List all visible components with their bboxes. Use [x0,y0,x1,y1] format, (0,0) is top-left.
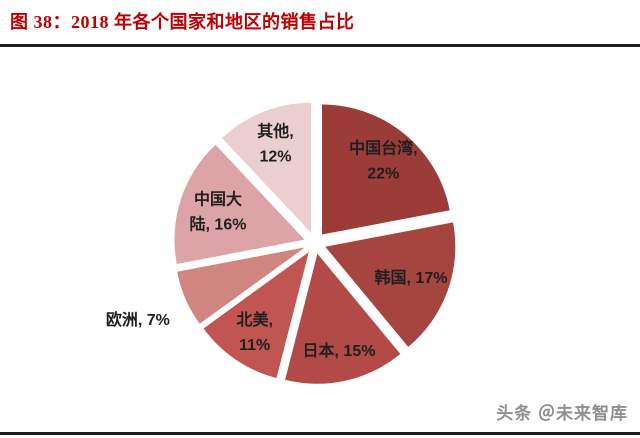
pie-slice-label-4: 北美, 11% [236,310,272,354]
pie-slice-label-5: 欧洲, 7% [106,310,170,329]
pie-slice-label-1: 中国台湾, 22% [349,139,417,183]
pie-slice-label-6: 中国大陆, 16% [190,190,247,234]
pie-slice-3 [285,253,401,384]
pie-slice-1 [322,104,450,235]
pie-slice-5 [177,247,305,324]
watermark: 头条 ＠未来智库 [496,404,628,423]
pie-slice-label-3: 日本, 15% [303,341,376,360]
figure-title: 图 38：2018 年各个国家和地区的销售占比 [10,12,355,32]
bottom-divider [0,432,640,435]
pie-slice-6 [174,144,305,264]
pie-slice-label-7: 其他, 12% [257,121,293,165]
pie-slice-label-2: 韩国, 17% [375,268,448,287]
top-divider [0,44,640,47]
pie-slice-7 [222,102,311,233]
pie-slice-4 [203,252,309,378]
pie-slice-2 [325,222,456,347]
